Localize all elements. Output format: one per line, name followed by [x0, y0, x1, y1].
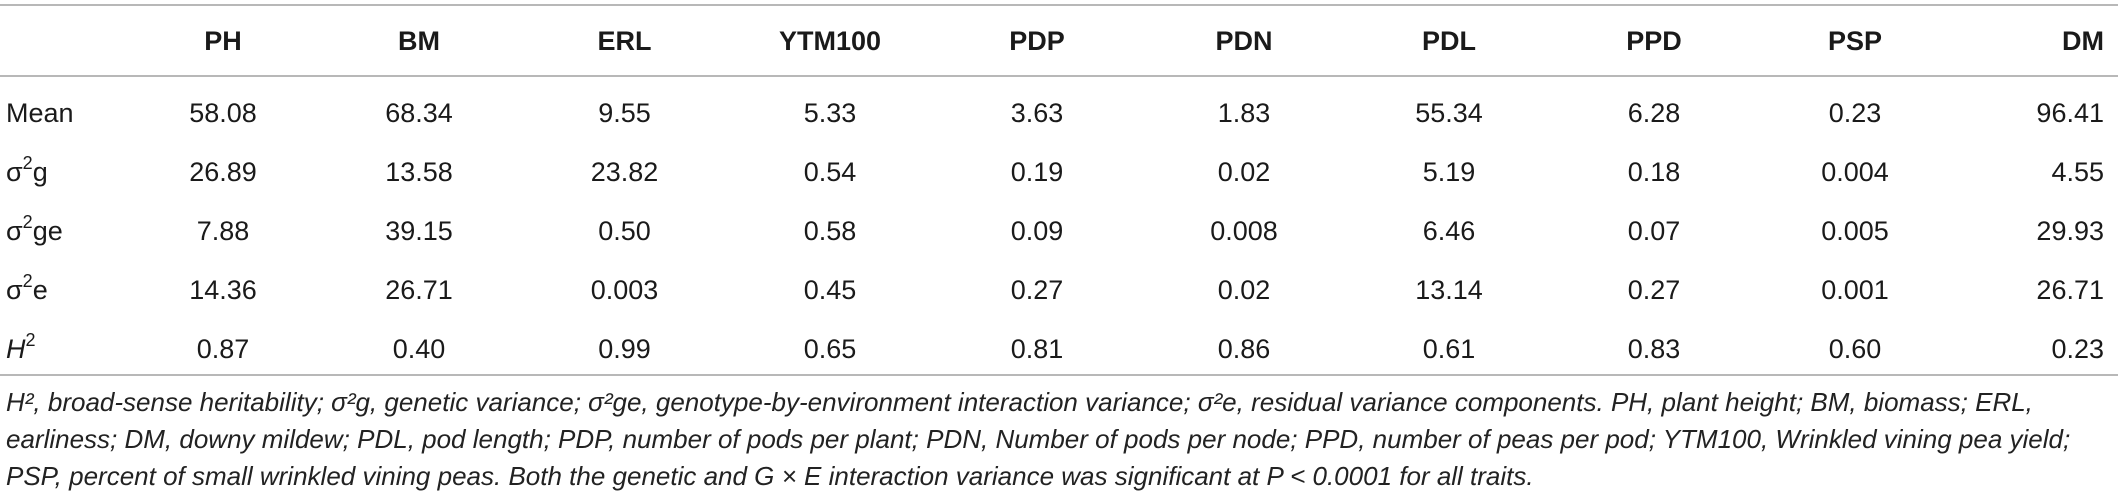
- table-cell: 0.61: [1422, 334, 1476, 364]
- table-cell: 0.87: [196, 334, 250, 364]
- table-cell: 55.34: [1415, 98, 1483, 128]
- row-label-symbol: H: [6, 334, 26, 364]
- table-row: Mean 58.08 68.34 9.55 5.33 3.63 1.83 55.34 6.28 0…: [0, 76, 2118, 143]
- table-cell: 0.27: [1010, 275, 1064, 305]
- table-cell: 0.09: [1010, 216, 1064, 246]
- table-cell: 6.28: [1627, 98, 1681, 128]
- table-cell: 9.55: [598, 98, 651, 128]
- table-cell: 0.40: [392, 334, 446, 364]
- table-cell: 0.99: [598, 334, 651, 364]
- table-cell: 0.003: [590, 275, 659, 305]
- row-label: Mean: [0, 76, 130, 143]
- table-cell: 68.34: [385, 98, 453, 128]
- header-cell-pdp: PDP: [1009, 25, 1065, 56]
- table-cell: 0.45: [803, 275, 857, 305]
- row-label-suffix: g: [32, 157, 48, 187]
- table-cell: 3.63: [1010, 98, 1064, 128]
- row-label-symbol: σ: [6, 157, 23, 187]
- table-cell: 29.93: [2036, 216, 2104, 246]
- table-row: σ2e 14.36 26.71 0.003 0.45 0.27 0.02 13.14 0.27 0…: [0, 261, 2118, 320]
- table-cell: 0.07: [1627, 216, 1681, 246]
- header-cell-ytm100: YTM100: [778, 25, 882, 56]
- table-cell: 13.58: [385, 157, 453, 187]
- table-cell: 0.19: [1010, 157, 1064, 187]
- table-row: σ2ge 7.88 39.15 0.50 0.58 0.09 0.008 6.46 0.07 0.…: [0, 202, 2118, 261]
- table-cell: 0.54: [803, 157, 857, 187]
- header-cell-pdn: PDN: [1215, 25, 1273, 56]
- row-label-suffix: e: [32, 275, 48, 305]
- table-cell: 0.60: [1828, 334, 1882, 364]
- table-cell: 7.88: [196, 216, 250, 246]
- header-cell-psp: PSP: [1827, 25, 1883, 56]
- table-cell: 0.02: [1217, 157, 1271, 187]
- table-cell: 0.65: [803, 334, 857, 364]
- header-cell-dm: DM: [2062, 25, 2104, 56]
- table-cell: 0.50: [598, 216, 651, 246]
- row-label-superscript: 2: [22, 212, 33, 232]
- row-label: σ2g: [0, 143, 130, 202]
- table-footnote: H², broad-sense heritability; σ²g, genet…: [6, 387, 2071, 491]
- header-rule: [0, 75, 2118, 77]
- header-cell-ppd: PPD: [1626, 25, 1682, 56]
- row-label-symbol: σ: [6, 216, 23, 246]
- variance-components-table: PH BM ERL YTM100 PDP PDN PDL PPD PSP DM …: [0, 6, 2118, 379]
- header-cell-erl: ERL: [597, 25, 652, 56]
- row-label-superscript: 2: [22, 153, 33, 173]
- header-cell-bm: BM: [398, 25, 440, 56]
- table-cell: 14.36: [189, 275, 257, 305]
- table-cell: 0.008: [1210, 216, 1278, 246]
- bottom-rule: [0, 374, 2118, 376]
- table-figure: PH BM ERL YTM100 PDP PDN PDL PPD PSP DM …: [0, 4, 2118, 491]
- table-cell: 4.55: [2051, 157, 2104, 187]
- table-cell: 26.89: [189, 157, 257, 187]
- row-label-superscript: 2: [25, 330, 36, 350]
- table-cell: 0.27: [1627, 275, 1681, 305]
- table-cell: 0.02: [1217, 275, 1271, 305]
- table-cell: 0.23: [2051, 334, 2104, 364]
- table-cell: 1.83: [1217, 98, 1271, 128]
- table-cell: 96.41: [2036, 98, 2104, 128]
- table-cell: 58.08: [189, 98, 257, 128]
- table-cell: 0.81: [1010, 334, 1064, 364]
- table-cell: 0.004: [1821, 157, 1889, 187]
- table-cell: 5.19: [1422, 157, 1476, 187]
- table-cell: 0.005: [1821, 216, 1889, 246]
- table-cell: 0.23: [1828, 98, 1882, 128]
- table-cell: 6.46: [1422, 216, 1476, 246]
- row-label-suffix: ge: [32, 216, 63, 246]
- table-cell: 0.58: [803, 216, 857, 246]
- table-row: σ2g 26.89 13.58 23.82 0.54 0.19 0.02 5.19 0.18 0.…: [0, 143, 2118, 202]
- row-label: H2: [0, 320, 130, 379]
- table-cell: 0.86: [1217, 334, 1271, 364]
- header-cell-pdl: PDL: [1422, 25, 1476, 56]
- row-label-symbol: Mean: [6, 98, 74, 128]
- table-cell: 5.33: [803, 98, 857, 128]
- table-row: H2 0.87 0.40 0.99 0.65 0.81 0.86 0.61 0.83 0.60 0.…: [0, 320, 2118, 379]
- row-label-symbol: σ: [6, 275, 23, 305]
- table-cell: 0.18: [1627, 157, 1681, 187]
- row-label-superscript: 2: [22, 271, 33, 291]
- row-label: σ2e: [0, 261, 130, 320]
- header-cell-ph: PH: [204, 25, 242, 56]
- table-cell: 13.14: [1415, 275, 1483, 305]
- table-cell: 0.001: [1821, 275, 1889, 305]
- header-row: PH BM ERL YTM100 PDP PDN PDL PPD PSP DM: [0, 6, 2118, 76]
- top-rule: [0, 4, 2118, 6]
- table-cell: 26.71: [385, 275, 453, 305]
- table-cell: 0.83: [1627, 334, 1681, 364]
- row-label: σ2ge: [0, 202, 130, 261]
- table-cell: 39.15: [385, 216, 453, 246]
- header-cell-empty: [0, 6, 130, 76]
- table-cell: 23.82: [590, 157, 659, 187]
- table-cell: 26.71: [2036, 275, 2104, 305]
